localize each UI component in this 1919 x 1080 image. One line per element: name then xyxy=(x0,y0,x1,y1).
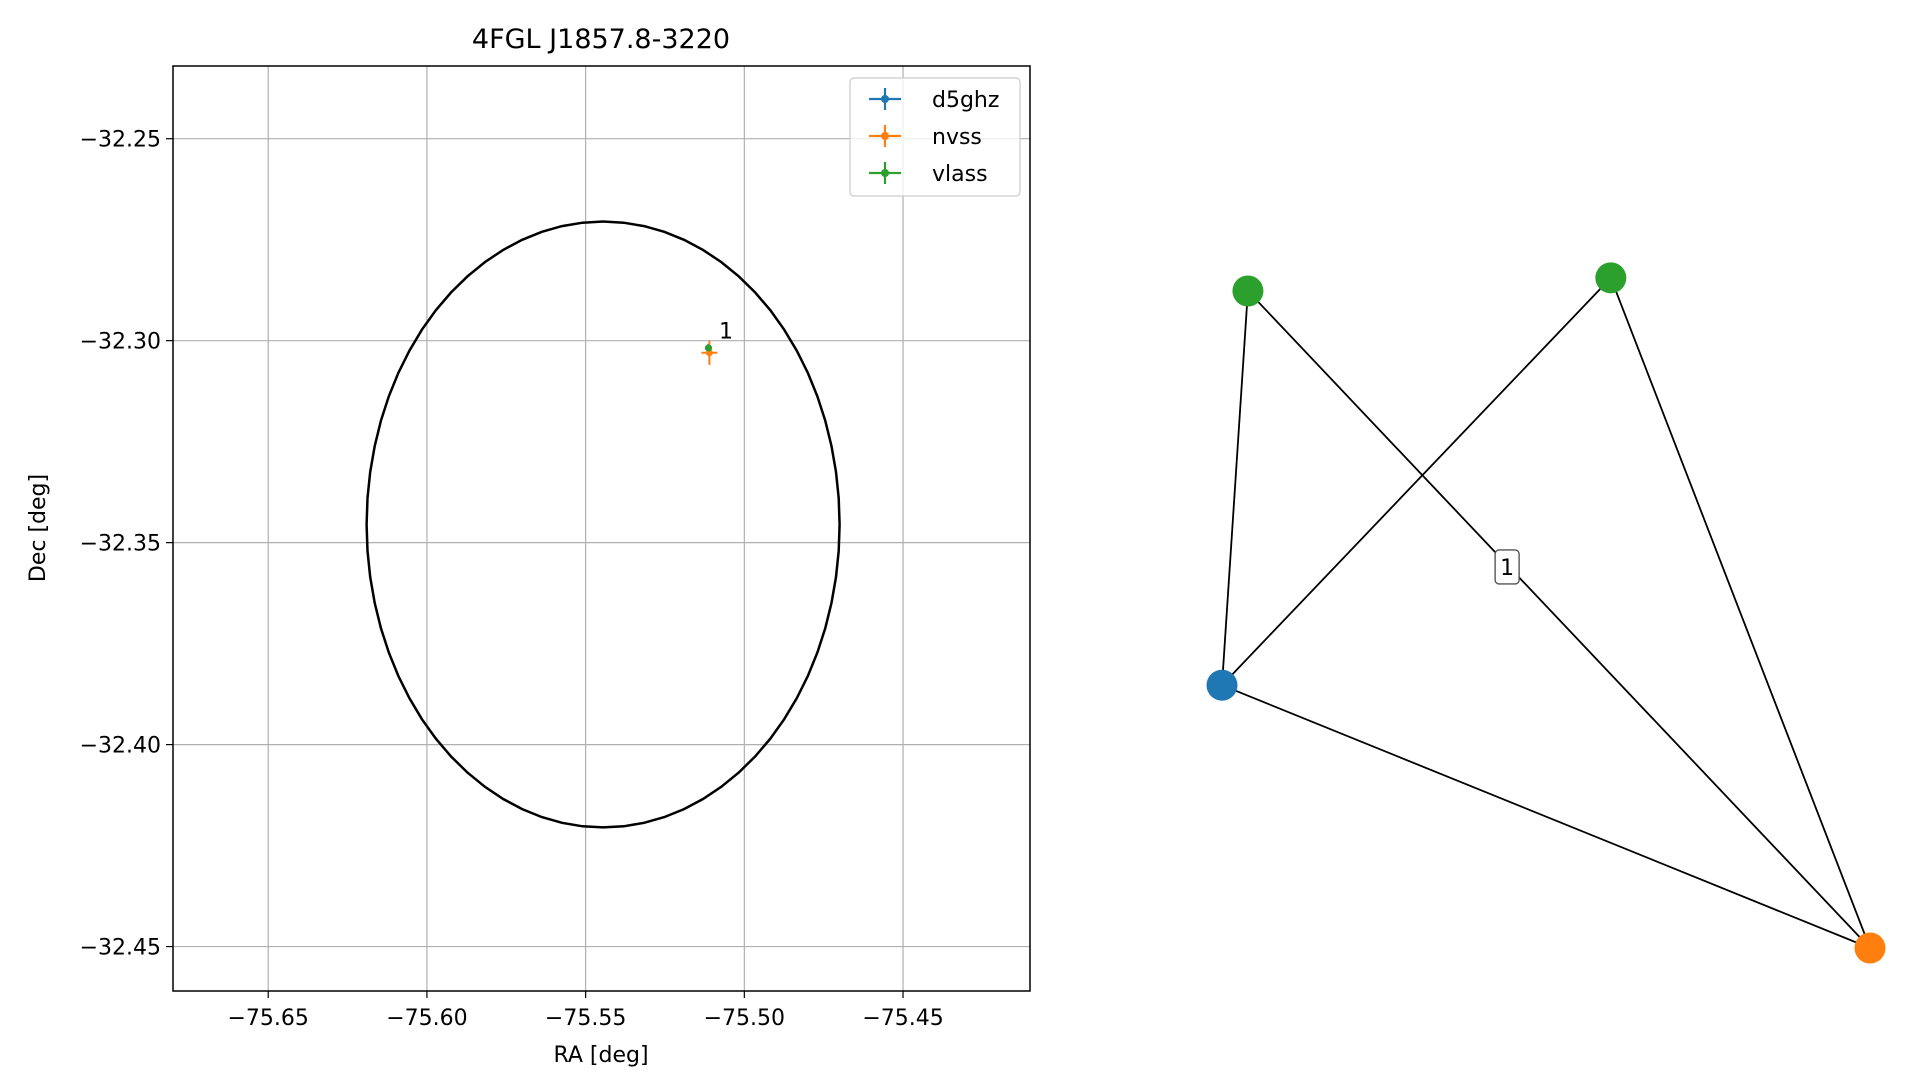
data-point-nvss xyxy=(701,340,718,365)
error-ellipse-layer xyxy=(365,220,841,829)
node-vlass_a xyxy=(1232,275,1264,307)
legend-item-nvss: nvss xyxy=(869,125,982,150)
x-tick-label: −75.50 xyxy=(704,1006,785,1031)
node-vlass_b xyxy=(1595,262,1627,294)
x-tick-label: −75.65 xyxy=(228,1006,309,1031)
edge-label-text: 1 xyxy=(1500,556,1514,581)
node-nvss xyxy=(1854,932,1886,964)
network-graph: 1 xyxy=(1206,262,1886,964)
edge-label: 1 xyxy=(1494,549,1520,585)
y-ticks: −32.25 −32.30 −32.35 −32.40 −32.45 xyxy=(80,128,173,961)
edges-layer xyxy=(1221,277,1871,949)
legend-label: nvss xyxy=(932,125,982,150)
x-tick-label: −75.55 xyxy=(545,1006,626,1031)
legend-item-d5ghz: d5ghz xyxy=(869,88,999,113)
error-ellipse xyxy=(365,220,841,829)
point-annotation: 1 xyxy=(719,320,733,345)
edge-vlass_a-nvss xyxy=(1247,290,1871,949)
y-tick-label: −32.30 xyxy=(80,330,161,355)
x-axis-label: RA [deg] xyxy=(553,1043,648,1068)
y-tick-label: −32.35 xyxy=(80,532,161,557)
legend-marker xyxy=(881,95,889,103)
grid xyxy=(173,66,1030,991)
left-chart: −75.65 −75.60 −75.55 −75.50 −75.45 −32.25−32… xyxy=(26,24,1031,1068)
edge-d5ghz-vlass_b xyxy=(1221,277,1612,686)
nodes-layer xyxy=(1206,262,1886,964)
edge-d5ghz-nvss xyxy=(1221,684,1871,949)
y-axis-label: Dec [deg] xyxy=(26,474,51,582)
legend-box xyxy=(849,77,1021,197)
edge-d5ghz-vlass_a xyxy=(1221,290,1249,686)
network-labels: 1 xyxy=(1494,549,1520,585)
legend-marker xyxy=(881,132,889,140)
node-d5ghz xyxy=(1206,669,1238,701)
legend: d5ghz nvss vlass xyxy=(849,77,1021,197)
legend-item-vlass: vlass xyxy=(869,162,988,187)
y-tick-label: −32.45 xyxy=(80,936,161,961)
plot-frame xyxy=(172,65,1031,992)
legend-label: vlass xyxy=(932,162,988,187)
points-layer xyxy=(701,340,718,365)
marker xyxy=(704,344,712,352)
legend-items: d5ghz nvss vlass xyxy=(869,88,999,187)
legend-marker xyxy=(881,169,889,177)
x-ticks: −75.65 −75.60 −75.55 −75.50 −75.45 xyxy=(228,991,944,1031)
data-point-vlass xyxy=(704,344,712,352)
y-tick-label: −32.40 xyxy=(80,734,161,759)
legend-label: d5ghz xyxy=(932,88,999,113)
edge-label-box xyxy=(1494,549,1520,585)
x-tick-label: −75.60 xyxy=(386,1006,467,1031)
annotations: 1 xyxy=(719,320,733,345)
edge-vlass_b-nvss xyxy=(1609,277,1871,949)
y-tick-label: −32.25 xyxy=(80,128,161,153)
chart-title: 4FGL J1857.8-3220 xyxy=(472,24,730,55)
x-tick-label: −75.45 xyxy=(862,1006,943,1031)
